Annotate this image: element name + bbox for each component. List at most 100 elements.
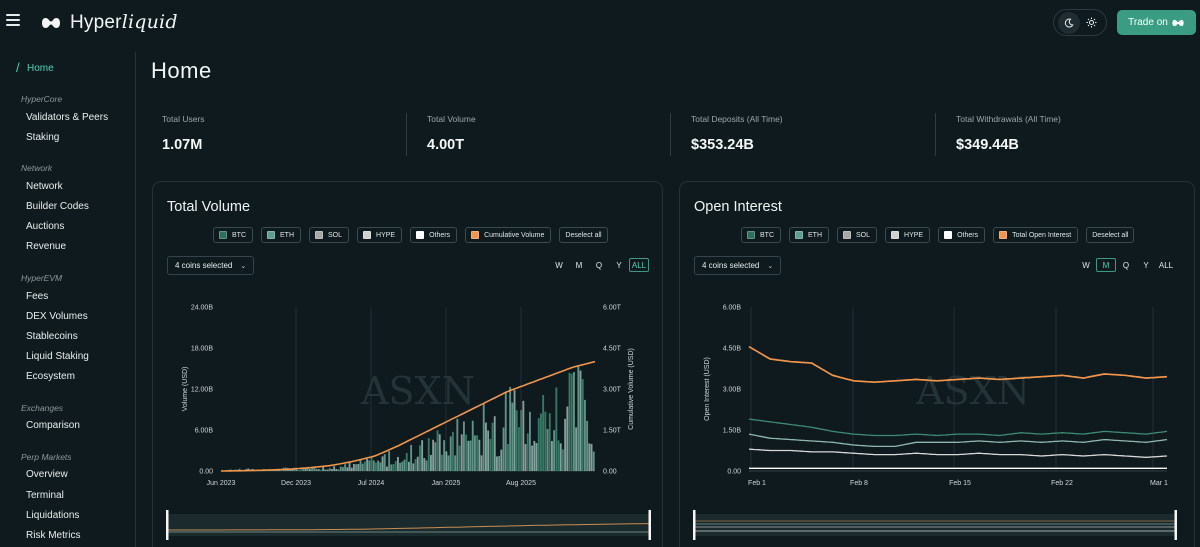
sidebar-item-liquid-staking[interactable]: Liquid Staking [26, 351, 89, 362]
volume-bar [540, 413, 542, 471]
chip-btc[interactable]: BTC [213, 227, 253, 243]
x-tick-label: Jan 2025 [432, 480, 461, 487]
brand-logo[interactable]: Hyperliquid [40, 11, 178, 34]
range-m[interactable]: M [1096, 258, 1116, 272]
sidebar-item-home[interactable]: Home [27, 63, 54, 74]
trade-on-button[interactable]: Trade on [1117, 10, 1196, 35]
volume-bar [298, 470, 300, 471]
color-swatch [416, 231, 425, 239]
range-q[interactable]: Q [595, 260, 603, 270]
coin-select-dropdown[interactable]: 4 coins selected ⌄ [694, 256, 782, 275]
volume-bar [485, 422, 487, 471]
open-interest-chart[interactable]: Feb 1 Feb 8 Feb 15 Feb 22 Mar 1 0.00 1.50B 3.00… [680, 282, 1196, 512]
chip-eth[interactable]: ETH [261, 227, 301, 243]
volume-bar [568, 372, 571, 471]
volume-bar [346, 467, 349, 471]
sidebar-item-fees[interactable]: Fees [26, 291, 49, 302]
x-tick-label: Feb 15 [949, 480, 971, 487]
volume-bar [509, 386, 512, 471]
chip-total-open-interest[interactable]: Total Open Interest [993, 227, 1079, 243]
volume-bar [317, 469, 320, 471]
sidebar-item-staking[interactable]: Staking [26, 132, 60, 143]
chip-others[interactable]: Others [410, 227, 458, 243]
range-m[interactable]: M [575, 260, 583, 270]
range-brush[interactable] [680, 510, 1196, 540]
volume-bar [361, 463, 364, 471]
volume-bar [518, 427, 520, 471]
range-w[interactable]: W [555, 260, 563, 270]
sidebar-item-builder-codes[interactable]: Builder Codes [26, 201, 89, 212]
range-y[interactable]: Y [1143, 260, 1149, 270]
sidebar-item-revenue[interactable]: Revenue [26, 241, 67, 252]
volume-chart[interactable]: Jun 2023 Dec 2023 Jul 2024 Jan 2025 Aug 2025… [153, 282, 664, 512]
legend-chips: BTC ETH SOL HYPE Others Total Open Inter… [741, 227, 1135, 243]
volume-bar [584, 399, 586, 471]
brush-preview-line [167, 523, 650, 531]
sidebar-item-auctions[interactable]: Auctions [26, 221, 65, 232]
volume-bar [511, 402, 514, 471]
chip-sol[interactable]: SOL [309, 227, 350, 243]
coin-select-dropdown[interactable]: 4 coins selected ⌄ [167, 256, 255, 275]
x-tick-label: Feb 22 [1051, 480, 1073, 487]
volume-bar [386, 466, 388, 471]
volume-bar [564, 418, 567, 471]
volume-bar [397, 456, 399, 471]
volume-bar [557, 440, 560, 471]
range-selector: W M Q Y ALL [1076, 258, 1176, 272]
series-line-btc [748, 418, 1168, 437]
stat-total-volume: Total Volume 4.00T [427, 114, 657, 158]
hyperliquid-logo-icon [42, 17, 60, 28]
range-all[interactable]: ALL [629, 258, 649, 272]
sidebar-item-comparison[interactable]: Comparison [26, 420, 80, 431]
volume-bar [570, 373, 573, 471]
chip-hype[interactable]: HYPE [357, 227, 403, 243]
hamburger-menu-icon[interactable] [6, 14, 20, 28]
volume-bar [302, 468, 305, 471]
sidebar-item-ecosystem[interactable]: Ecosystem [26, 371, 75, 382]
chip-eth[interactable]: ETH [789, 227, 829, 243]
brand-name: Hyperliquid [70, 11, 178, 33]
sidebar-item-risk-metrics[interactable]: Risk Metrics [26, 530, 81, 541]
volume-bar [500, 449, 503, 471]
moon-icon[interactable] [1057, 11, 1080, 34]
chip-btc[interactable]: BTC [741, 227, 781, 243]
volume-bar [496, 456, 498, 471]
volume-bar [392, 463, 395, 471]
volume-bar [573, 372, 575, 471]
volume-bar [405, 452, 408, 471]
y-axis-label: Volume (USD) [182, 367, 189, 412]
volume-bar [291, 469, 294, 471]
chip-others[interactable]: Others [938, 227, 986, 243]
sun-icon[interactable] [1081, 12, 1103, 34]
deselect-all-button[interactable]: Deselect all [1086, 227, 1135, 243]
color-swatch [747, 231, 755, 239]
deselect-all-button[interactable]: Deselect all [559, 227, 608, 243]
volume-bar [430, 454, 432, 471]
sidebar-item-overview[interactable]: Overview [26, 469, 68, 480]
sidebar-item-validators[interactable]: Validators & Peers [26, 112, 109, 123]
chip-sol[interactable]: SOL [837, 227, 878, 243]
volume-bar [463, 421, 465, 471]
chip-cumulative-volume[interactable]: Cumulative Volume [465, 227, 552, 243]
chip-hype[interactable]: HYPE [885, 227, 931, 243]
divider [670, 113, 671, 156]
trade-on-label: Trade on [1128, 17, 1168, 28]
sidebar-item-terminal[interactable]: Terminal [26, 490, 64, 501]
range-brush[interactable] [153, 510, 664, 540]
y2-tick-label: 3.00T [603, 387, 622, 394]
sidebar-item-liquidations[interactable]: Liquidations [26, 510, 80, 521]
range-all[interactable]: ALL [1158, 260, 1174, 270]
sidebar-item-stablecoins[interactable]: Stablecoins [26, 331, 78, 342]
range-w[interactable]: W [1082, 260, 1090, 270]
range-y[interactable]: Y [616, 260, 622, 270]
theme-toggle[interactable] [1053, 9, 1107, 36]
sidebar-item-network[interactable]: Network [26, 181, 63, 192]
volume-bar [474, 435, 476, 471]
sidebar-item-dex-volumes[interactable]: DEX Volumes [26, 311, 88, 322]
volume-bar [456, 418, 459, 471]
y2-tick-label: 4.50T [603, 346, 622, 353]
range-q[interactable]: Q [1122, 260, 1130, 270]
volume-bar [381, 456, 384, 471]
brush-handle-left [166, 510, 169, 540]
color-swatch [891, 231, 900, 239]
